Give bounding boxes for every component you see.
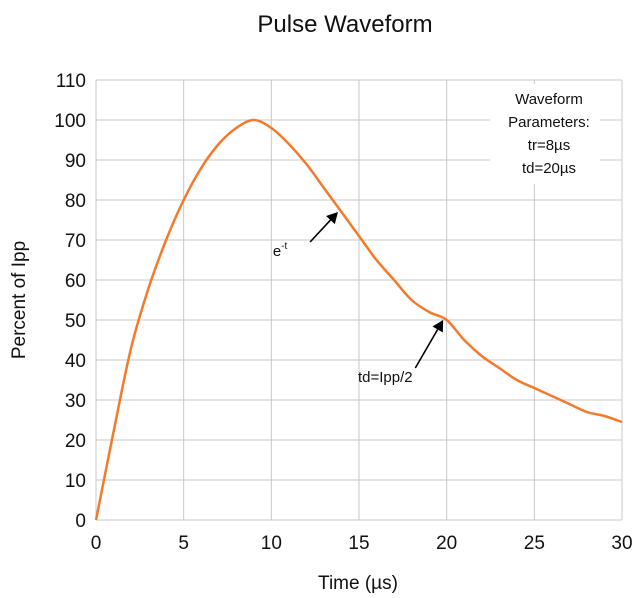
x-tick-label: 30 [611,533,632,554]
y-tick-label: 50 [65,311,86,332]
annotation-arrow-shaft [309,219,332,243]
waveform-parameters-box: Waveform Parameters: tr=8µs td=20µs [490,84,600,184]
annotation-arrow-shaft [414,329,439,369]
x-tick-label: 5 [178,533,189,554]
y-tick-label: 0 [75,511,86,532]
annotations: e-t td=Ipp/2 [273,212,444,386]
y-tick-label: 100 [54,111,86,132]
y-tick-label: 80 [65,191,86,212]
annotation-superscript: -t [281,241,287,252]
parameters-heading-1: Waveform [515,91,583,108]
annotation-label: td=Ipp/2 [358,369,413,386]
x-tick-label: 25 [524,533,545,554]
y-tick-label: 20 [65,431,86,452]
y-tick-label: 70 [65,231,86,252]
pulse-waveform-line [94,118,623,521]
y-tick-label: 60 [65,271,86,292]
parameter-td: td=20µs [522,160,576,177]
annotation-arrow-head [326,212,338,225]
annotation-label: e-t [273,241,288,260]
parameters-heading-2: Parameters: [508,114,590,131]
y-tick-label: 40 [65,351,86,372]
tick-labels: 0 5 10 15 20 25 30 0 10 20 30 40 50 60 70 80 90 100 110 [54,71,632,554]
x-tick-label: 10 [261,533,282,554]
parameters-box-background [490,84,600,184]
y-tick-label: 110 [56,71,86,92]
x-tick-label: 15 [348,533,369,554]
chart-title: Pulse Waveform [257,11,432,38]
x-axis-title: Time (µs) [318,573,398,594]
y-tick-label: 10 [65,471,86,492]
annotation-1: e-t [273,212,338,260]
parameter-tr: tr=8µs [528,137,570,154]
series-layer [94,118,623,521]
x-tick-label: 20 [436,533,457,554]
y-tick-label: 30 [65,391,86,412]
y-axis-title: Percent of Ipp [9,241,30,359]
annotation-arrow-head [432,320,444,333]
y-tick-label: 90 [65,151,86,172]
annotation-2: td=Ipp/2 [358,320,444,386]
x-tick-label: 0 [91,533,102,554]
